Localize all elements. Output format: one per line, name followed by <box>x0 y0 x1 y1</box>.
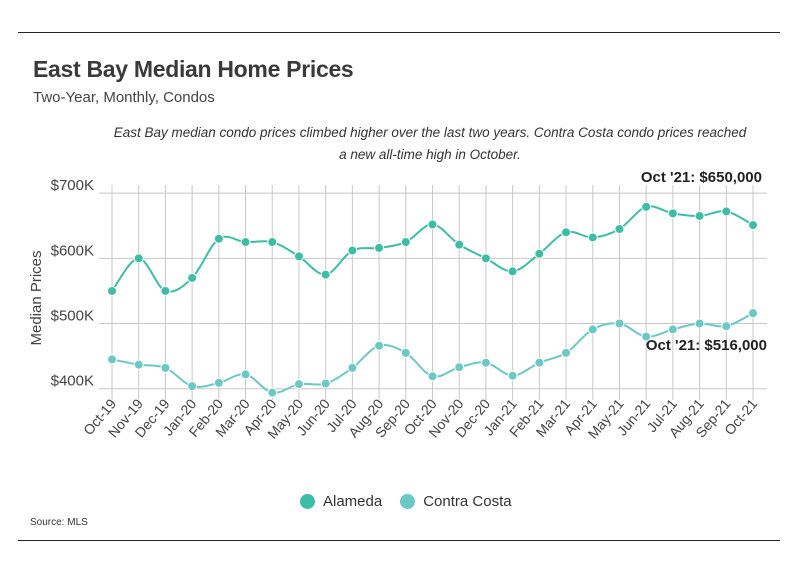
data-point-alameda <box>320 269 331 280</box>
data-point-contra-costa <box>267 387 278 398</box>
data-point-contra-costa <box>347 362 358 373</box>
data-point-contra-costa <box>694 318 705 329</box>
legend-dot-contra-costa <box>400 494 416 509</box>
data-point-alameda <box>454 239 465 250</box>
data-point-contra-costa <box>293 379 304 390</box>
data-point-contra-costa <box>667 324 678 335</box>
data-point-alameda <box>400 237 411 248</box>
data-point-alameda <box>267 237 278 248</box>
data-point-alameda <box>187 272 198 283</box>
data-point-alameda <box>427 219 438 230</box>
data-point-contra-costa <box>240 369 251 380</box>
data-point-contra-costa <box>107 354 117 365</box>
data-point-contra-costa <box>480 357 491 368</box>
legend-label-alameda: Alameda <box>323 493 383 510</box>
chart-legend: Alameda Contra Costa <box>300 493 530 510</box>
y-tick-label: $400K <box>51 373 94 390</box>
data-point-alameda <box>213 233 224 244</box>
data-point-alameda <box>480 253 491 264</box>
data-point-contra-costa <box>320 378 331 389</box>
legend-item-contra-costa[interactable]: Contra Costa <box>400 493 512 510</box>
bottom-rule <box>18 540 780 541</box>
data-point-alameda <box>534 248 545 259</box>
end-value-annotation: Oct '21: $650,000 <box>641 169 762 186</box>
data-point-contra-costa <box>427 371 438 382</box>
y-tick-label: $500K <box>51 308 94 325</box>
data-point-alameda <box>507 266 518 277</box>
data-point-contra-costa <box>160 362 171 373</box>
data-point-contra-costa <box>561 347 572 358</box>
data-point-alameda <box>721 206 732 217</box>
data-point-contra-costa <box>721 321 732 332</box>
data-point-alameda <box>614 224 625 235</box>
data-point-alameda <box>561 227 572 238</box>
data-point-alameda <box>374 242 385 253</box>
data-point-contra-costa <box>534 357 545 368</box>
data-point-alameda <box>160 285 171 296</box>
legend-label-contra-costa: Contra Costa <box>423 493 512 510</box>
data-point-contra-costa <box>641 331 652 342</box>
data-point-contra-costa <box>374 340 385 351</box>
data-point-contra-costa <box>587 324 598 335</box>
data-point-contra-costa <box>187 381 198 392</box>
chart-title: East Bay Median Home Prices <box>33 56 354 82</box>
data-point-contra-costa <box>614 318 625 329</box>
legend-dot-alameda <box>300 494 315 509</box>
data-point-alameda <box>133 253 144 264</box>
data-point-alameda <box>641 201 652 212</box>
data-point-alameda <box>748 220 758 231</box>
data-point-contra-costa <box>454 362 465 373</box>
data-point-alameda <box>240 237 251 248</box>
data-point-alameda <box>293 251 304 262</box>
chart-annotation: East Bay median condo prices climbed hig… <box>113 125 747 162</box>
legend-item-alameda[interactable]: Alameda <box>300 493 382 510</box>
top-rule <box>18 32 780 33</box>
chart-subtitle: Two-Year, Monthly, Condos <box>33 89 215 106</box>
y-tick-label: $700K <box>51 177 94 194</box>
data-point-alameda <box>694 210 705 221</box>
y-axis-label: Median Prices <box>28 250 45 345</box>
end-value-annotation: Oct '21: $516,000 <box>646 337 767 354</box>
data-point-contra-costa <box>507 370 518 381</box>
data-point-contra-costa <box>133 359 144 370</box>
data-point-alameda <box>107 285 117 296</box>
data-point-contra-costa <box>213 377 224 388</box>
data-point-alameda <box>347 245 358 256</box>
data-point-contra-costa <box>748 308 758 319</box>
data-point-contra-costa <box>400 347 411 358</box>
data-point-alameda <box>667 208 678 219</box>
y-tick-label: $600K <box>51 242 94 259</box>
source-note: Source: MLS <box>30 517 88 528</box>
data-point-alameda <box>587 232 598 243</box>
